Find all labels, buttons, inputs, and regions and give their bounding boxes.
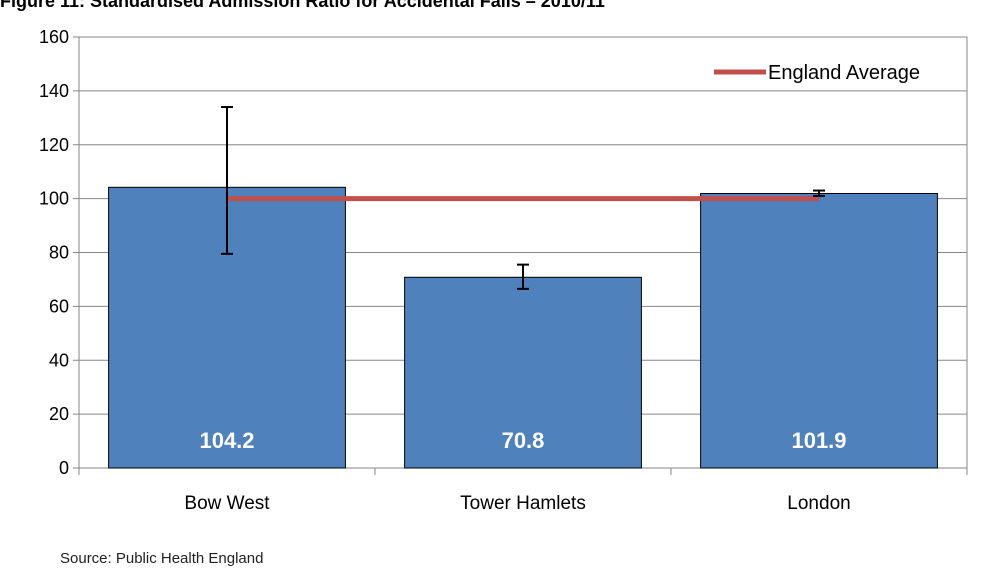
- axes: 0 20 40 60 80 100 120 140 160 Bow West Tower Hamle…: [39, 27, 968, 514]
- category-label: Tower Hamlets: [460, 493, 586, 514]
- y-tick-label: 20: [49, 404, 69, 424]
- y-tick-label: 0: [59, 458, 69, 478]
- category-label: London: [787, 493, 850, 514]
- data-label: 70.8: [502, 428, 545, 453]
- y-tick-label: 100: [39, 189, 69, 209]
- data-labels: 104.2 70.8 101.9: [199, 428, 846, 453]
- y-tick-label: 80: [49, 243, 69, 263]
- bar-london: [700, 193, 938, 469]
- y-tick-label: 40: [49, 350, 69, 370]
- y-tick-label: 60: [49, 296, 69, 316]
- y-tick-label: 120: [39, 135, 69, 155]
- error-bars: [221, 106, 825, 290]
- y-tick-label: 160: [39, 27, 69, 47]
- y-tick-label: 140: [39, 81, 69, 101]
- category-label: Bow West: [184, 493, 270, 514]
- chart-title: Figure 11: Standardised Admission Ratio …: [0, 0, 605, 11]
- legend-label: England Average: [768, 62, 920, 84]
- bars: [108, 186, 938, 469]
- source-note: Source: Public Health England: [60, 550, 264, 567]
- data-label: 101.9: [791, 428, 846, 453]
- legend: England Average: [714, 62, 920, 84]
- data-label: 104.2: [199, 428, 254, 453]
